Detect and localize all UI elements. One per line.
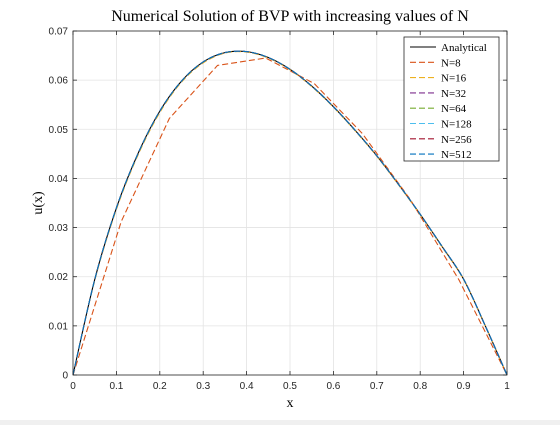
series-lines	[72, 50, 508, 376]
axis-ticks	[72, 30, 508, 376]
x-tick-label: 0.4	[240, 381, 254, 392]
legend-label-n-8: N=8	[441, 57, 461, 69]
y-tick-labels: 0 0.01 0.02 0.03 0.04 0.05 0.06 0.07	[49, 27, 69, 382]
legend-label-n-512: N=512	[441, 149, 472, 161]
legend-label-n-16: N=16	[441, 73, 467, 85]
x-tick-label: 1	[504, 381, 510, 392]
series-line-n-8	[72, 57, 508, 376]
x-tick-label: 0.1	[109, 381, 123, 392]
y-tick-label: 0.07	[49, 27, 69, 38]
x-tick-label: 0.7	[370, 381, 384, 392]
y-tick-label: 0.02	[49, 272, 69, 283]
legend-label-n-256: N=256	[441, 134, 472, 146]
y-axis-label: u(x)	[31, 191, 46, 215]
y-tick-label: 0.03	[49, 223, 69, 234]
x-tick-label: 0.5	[283, 381, 297, 392]
y-tick-label: 0.04	[49, 174, 69, 185]
y-tick-label: 0.06	[49, 76, 69, 87]
chart-title: Numerical Solution of BVP with increasin…	[111, 8, 469, 25]
series-line-n-512	[72, 50, 508, 376]
x-tick-label: 0.9	[457, 381, 471, 392]
x-axis-label: x	[287, 396, 294, 411]
x-tick-label: 0.2	[153, 381, 167, 392]
x-tick-label: 0.3	[196, 381, 210, 392]
x-tick-labels: 0 0.1 0.2 0.3 0.4 0.5 0.6 0.7 0.8 0.9 1	[70, 381, 510, 392]
y-tick-label: 0.01	[49, 321, 69, 332]
x-tick-label: 0.6	[326, 381, 340, 392]
legend-box	[403, 36, 500, 162]
legend-label-n-64: N=64	[441, 103, 467, 115]
legend[interactable]: Analytical N=8 N=16 N=32 N=64 N=128 N=256 N=512	[403, 36, 500, 162]
x-tick-label: 0.8	[413, 381, 427, 392]
x-tick-label: 0	[70, 381, 76, 392]
y-tick-label: 0	[62, 371, 68, 382]
legend-label-n-32: N=32	[441, 88, 466, 100]
y-tick-label: 0.05	[49, 125, 69, 136]
legend-label-analytical: Analytical	[441, 42, 487, 54]
legend-label-n-128: N=128	[441, 119, 472, 131]
